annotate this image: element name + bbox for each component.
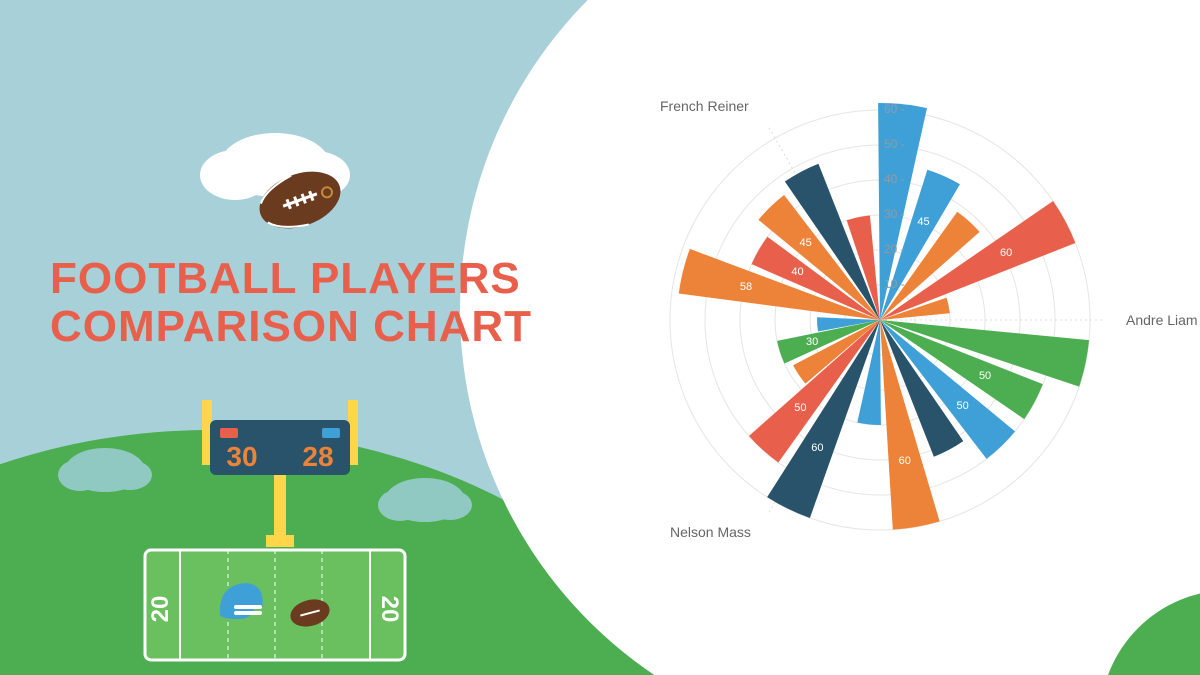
radial-tick-label: 10 - bbox=[884, 277, 905, 291]
axis-label: Andre Liam bbox=[1126, 312, 1198, 328]
radial-tick-label: 40 - bbox=[884, 172, 905, 186]
axis-label: Nelson Mass bbox=[670, 524, 751, 540]
radial-tick-label: 20 - bbox=[884, 242, 905, 256]
radial-tick-label: 50 - bbox=[884, 137, 905, 151]
radial-tick-label: 60 - bbox=[884, 102, 905, 116]
axis-label: French Reiner bbox=[660, 98, 749, 114]
radial-tick-label: 30 - bbox=[884, 207, 905, 221]
polar-bar-chart bbox=[0, 0, 1200, 675]
